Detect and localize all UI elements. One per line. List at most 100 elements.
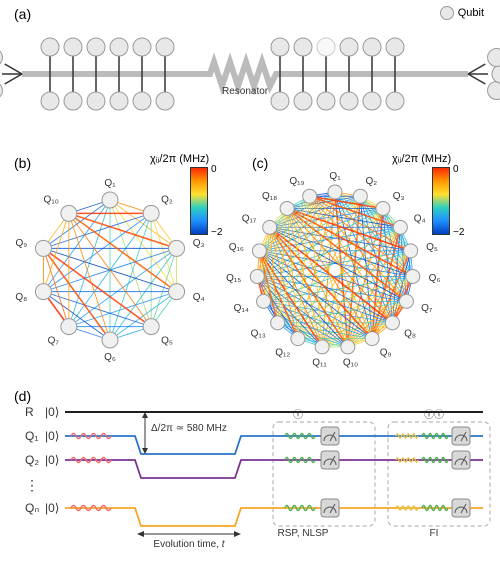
arrowhead-icon (137, 531, 144, 537)
qubit-node (386, 92, 404, 110)
qubit-label: Q₁₅ (226, 273, 241, 284)
measurement-icon (321, 427, 339, 445)
readout-label-fi: FI (430, 528, 439, 539)
qubit-label: Q₁₀ (343, 358, 358, 369)
qubit-node (294, 92, 312, 110)
qubit-node (317, 38, 335, 56)
pulse-wiggle (422, 434, 448, 439)
qubit-label: Q₂ (366, 176, 378, 187)
qubit-node (0, 82, 2, 100)
qubit-node (271, 38, 289, 56)
qubit-node (102, 192, 118, 208)
qubit-node (328, 185, 342, 199)
coupling-edge (43, 292, 110, 340)
ket-label: |0⟩ (45, 429, 59, 443)
qubit-node (365, 332, 379, 346)
qubit-label: Q₁₁ (312, 358, 327, 369)
qubit-label: Q₃ (393, 191, 405, 202)
qubit-node (252, 244, 266, 258)
channel-line (65, 460, 483, 478)
qubit-label: Q₁₉ (289, 176, 304, 187)
qubit-stem (468, 64, 485, 74)
qubit-label: Q₁₀ (44, 195, 59, 206)
qubit-label: Q₁₄ (234, 303, 249, 314)
qubit-node (386, 38, 404, 56)
qubit-node (488, 82, 500, 100)
detuning-text: Δ/2π ≃ 580 MHz (151, 423, 227, 434)
qubit-stem (5, 64, 22, 74)
measurement-icon (321, 451, 339, 469)
qubit-label: Q₄ (193, 292, 205, 303)
qubit-label: Q₁₃ (251, 329, 266, 340)
qubit-label: Q₁ (104, 178, 116, 189)
qubit-node (492, 65, 500, 83)
qubit-node (257, 294, 271, 308)
measurement-icon (321, 499, 339, 517)
ket-label: |0⟩ (45, 501, 59, 515)
qubit-node (393, 220, 407, 234)
qubit-node (169, 240, 185, 256)
qubit-label: Q₁₆ (229, 242, 244, 253)
measurement-icon (452, 427, 470, 445)
qubit-node (340, 92, 358, 110)
qubit-node (169, 284, 185, 300)
qubit-node (280, 201, 294, 215)
qubit-node (87, 92, 105, 110)
qubit-label: Q₆ (104, 352, 116, 363)
measurement-icon (452, 499, 470, 517)
qubit-node (317, 92, 335, 110)
ket-label: |0⟩ (45, 405, 59, 419)
qubit-label: Q₁₂ (275, 348, 290, 359)
qubit-node (385, 316, 399, 330)
ket-label: |0⟩ (45, 453, 59, 467)
qubit-label: Q₉ (380, 348, 392, 359)
qubit-label: Q₈ (404, 329, 416, 340)
qubit-label: Q₂ (161, 195, 173, 206)
qubit-node (363, 92, 381, 110)
qubit-node (156, 38, 174, 56)
qubit-node (399, 294, 413, 308)
channel-label: ⋮ (25, 477, 39, 493)
qubit-node (143, 319, 159, 335)
qubit-label: Q₁ (329, 171, 341, 182)
panel-d-sequence: R|0⟩Q₁|0⟩Q₂|0⟩⋮Qₙ|0⟩Δ/2π ≃ 580 MHzEvolut… (5, 392, 495, 562)
qubit-node (133, 92, 151, 110)
qubit-node (110, 38, 128, 56)
panel-a: Resonator (0, 14, 500, 134)
qubit-label: Q₆ (429, 273, 441, 284)
qubit-node (271, 92, 289, 110)
qubit-node (294, 38, 312, 56)
pulse-wiggle (422, 506, 448, 511)
qubit-label: Q₁₇ (242, 214, 257, 225)
qubit-node (102, 332, 118, 348)
qubit-node (353, 189, 367, 203)
readout-label-rsp: RSP, NLSP (278, 528, 329, 539)
channel-label: Q₂ (25, 453, 39, 467)
qubit-label: Q₅ (426, 242, 438, 253)
qubit-node (110, 92, 128, 110)
qubit-label: Q₉ (16, 238, 28, 249)
qubit-node (341, 340, 355, 354)
channel-label: Q₁ (25, 429, 38, 443)
qubit-node (340, 38, 358, 56)
qubit-node (143, 205, 159, 221)
qubit-node (35, 284, 51, 300)
qubit-label: Q₇ (48, 335, 60, 346)
channel-label: R (25, 405, 34, 419)
qubit-label: Q₁₈ (262, 191, 277, 202)
qubit-node (263, 220, 277, 234)
qubit-node (41, 92, 59, 110)
qubit-node (363, 38, 381, 56)
qubit-stem (468, 74, 485, 84)
qubit-node (35, 240, 51, 256)
pulse-wiggle (422, 458, 448, 463)
coupling-edge (69, 213, 177, 248)
ring-marker: ⓘ (293, 409, 303, 421)
qubit-node (133, 38, 151, 56)
qubit-label: Q₃ (193, 238, 205, 249)
qubit-node (376, 201, 390, 215)
qubit-node (64, 92, 82, 110)
arrowhead-icon (234, 531, 241, 537)
channel-label: Qₙ (25, 501, 39, 515)
qubit-stem (5, 74, 22, 84)
